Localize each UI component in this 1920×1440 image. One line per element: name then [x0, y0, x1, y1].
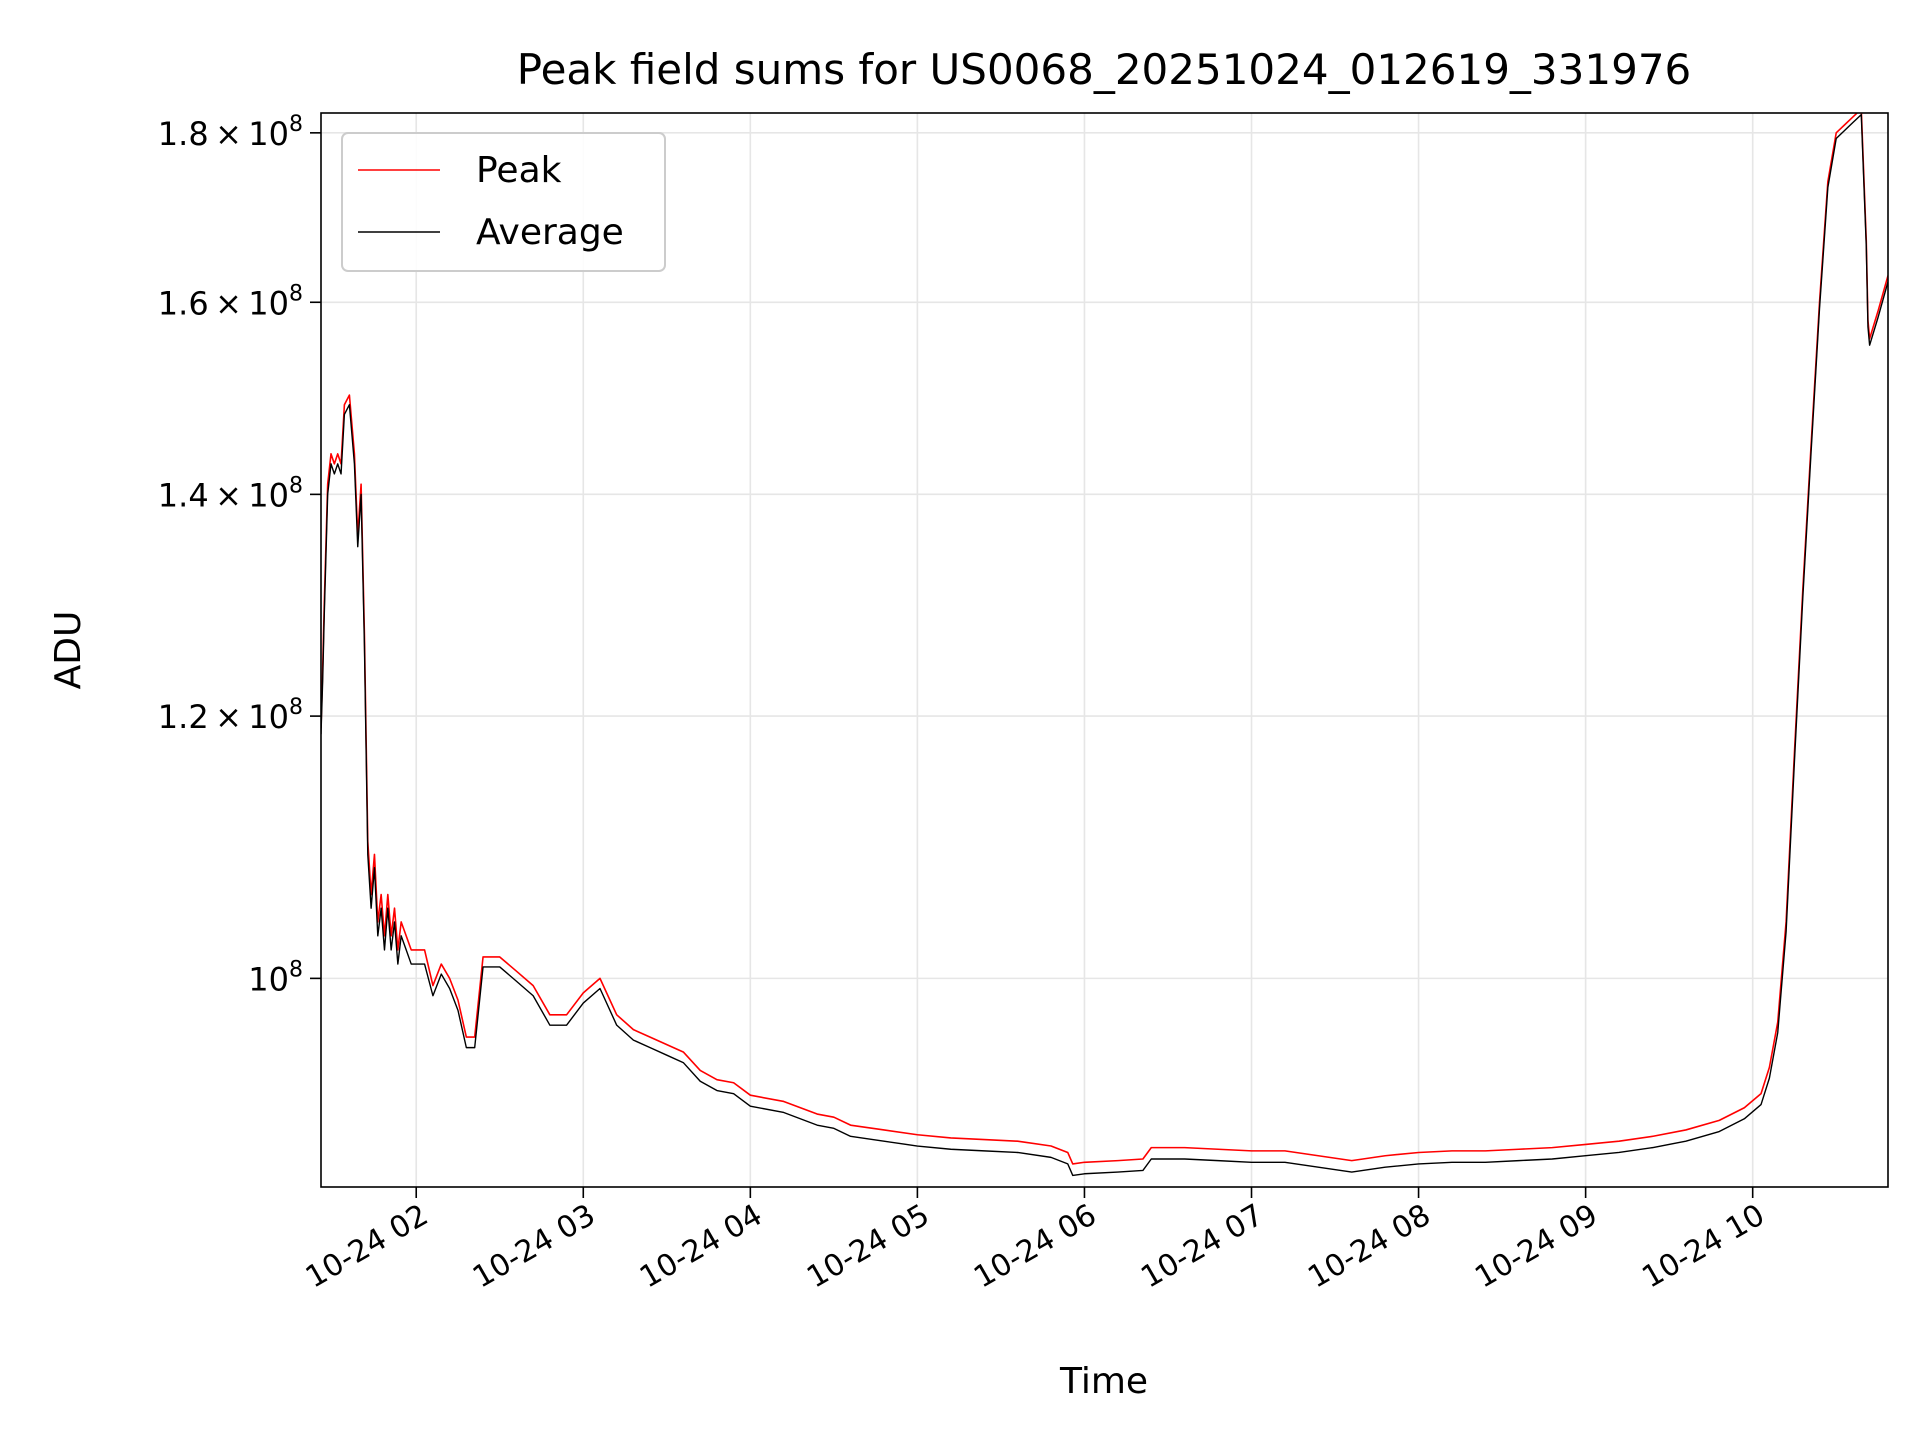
y-tick-label: 1.2 × 108	[158, 695, 303, 736]
y-tick-label: 1.6 × 108	[158, 281, 303, 322]
x-axis-label: Time	[1059, 1361, 1148, 1402]
legend: Peak Average	[341, 132, 666, 272]
series-line-average	[321, 113, 1888, 1177]
y-tick-label: 108	[248, 957, 303, 998]
legend-label-peak: Peak	[476, 150, 562, 191]
chart-title: Peak field sums for US0068_20251024_0126…	[517, 45, 1692, 94]
legend-label-average: Average	[476, 212, 624, 253]
y-axis: 108 1.2 × 108 1.4 × 108 1.6 × 108 1.8 × 108	[158, 112, 321, 998]
y-tick-label: 1.8 × 108	[158, 112, 303, 153]
series-layer	[321, 113, 1888, 1177]
series-line-peak	[321, 113, 1888, 1165]
grid-lines	[321, 113, 1888, 1187]
legend-box	[341, 132, 666, 272]
y-tick-label: 1.4 × 108	[158, 473, 303, 514]
plot-frame	[320, 112, 1889, 1188]
y-axis-label: ADU	[48, 611, 89, 690]
